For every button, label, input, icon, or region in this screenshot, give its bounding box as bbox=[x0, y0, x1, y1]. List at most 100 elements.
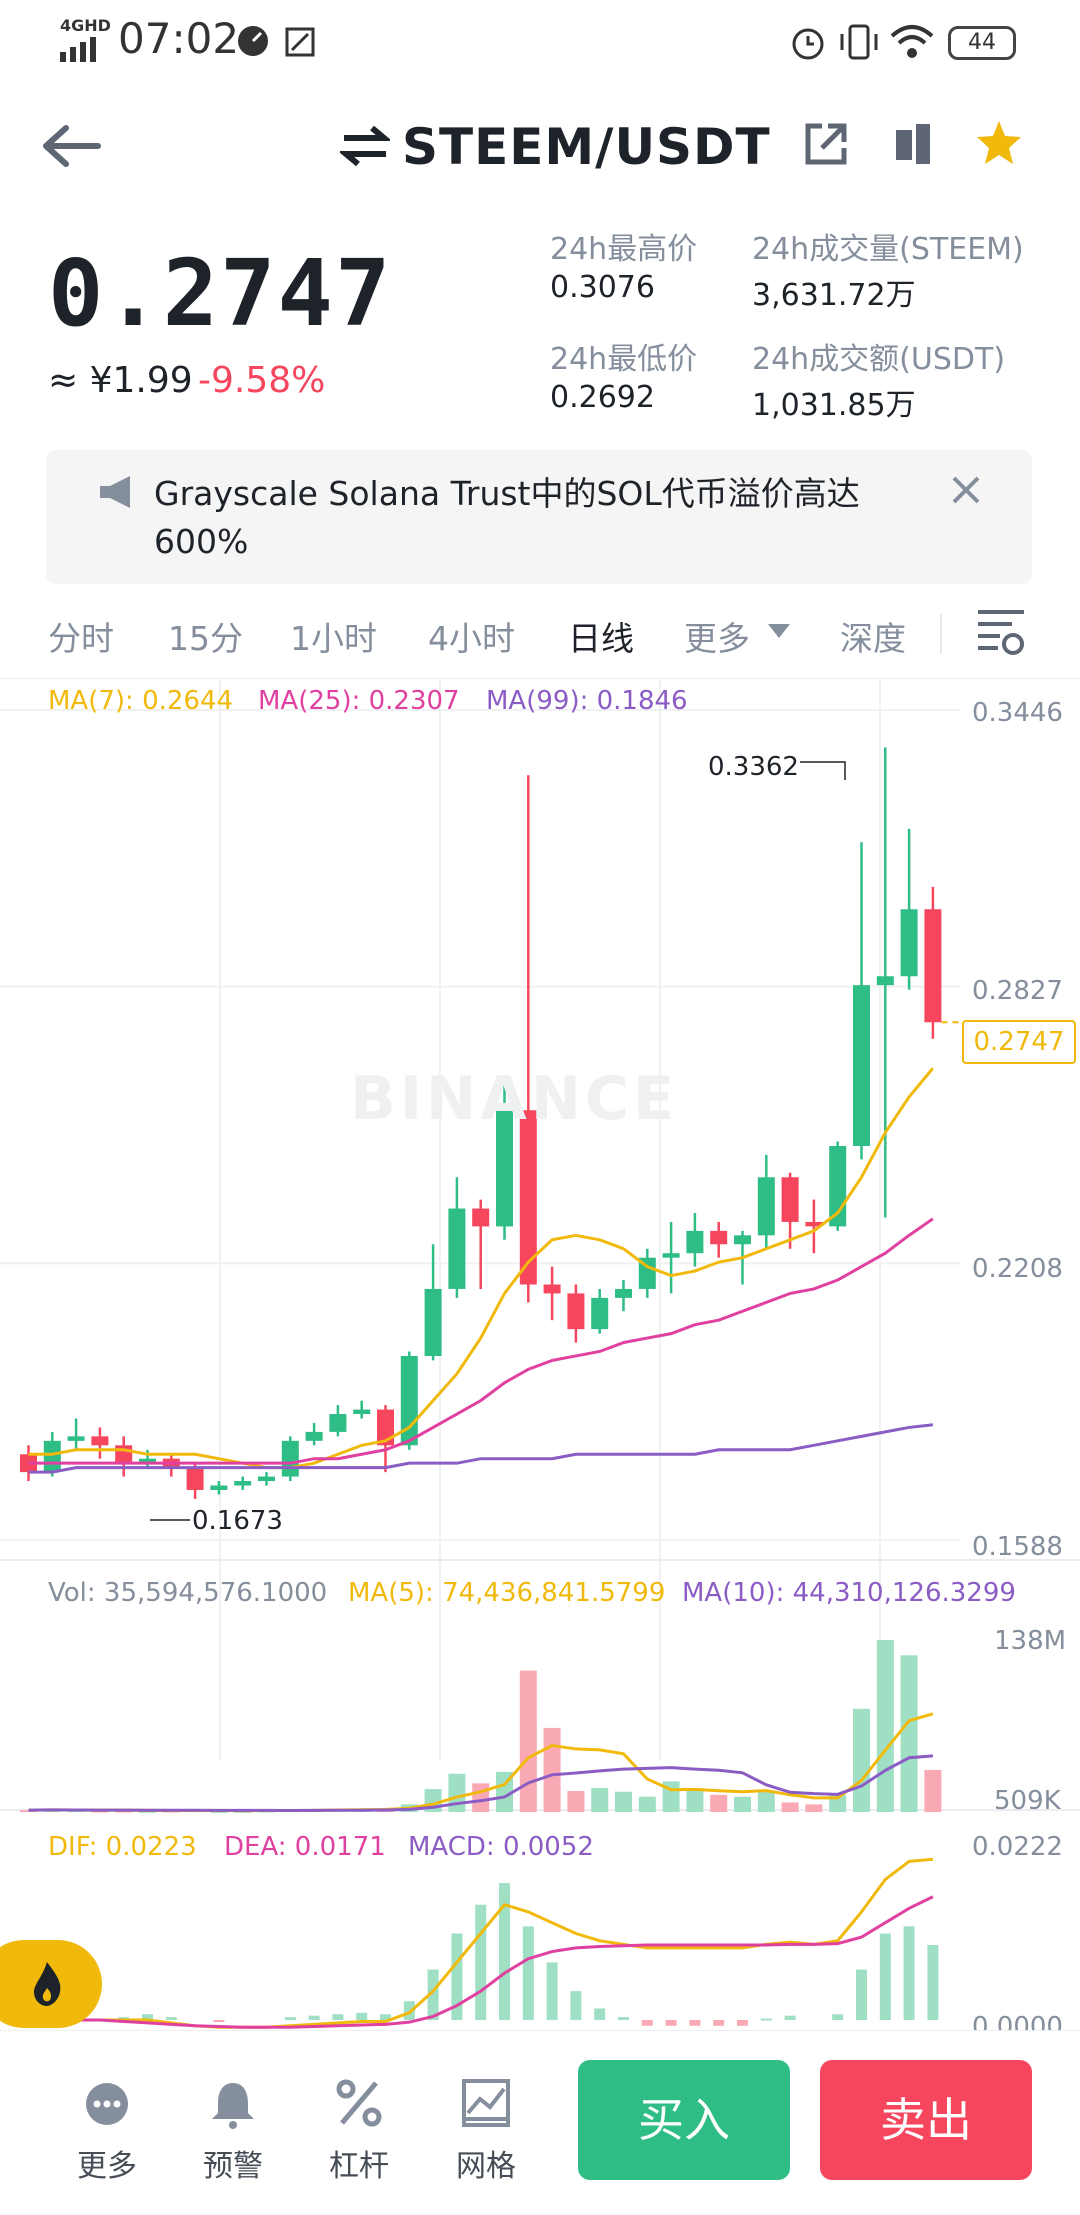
tab-1h[interactable]: 1小时 bbox=[290, 619, 377, 658]
candle-body bbox=[353, 1409, 371, 1415]
kline-chart[interactable] bbox=[0, 680, 1080, 2040]
ma25-line bbox=[28, 1217, 934, 1465]
grid-icon[interactable] bbox=[462, 2079, 510, 2127]
tab-depth[interactable]: 深度 bbox=[840, 619, 906, 658]
signal-icon bbox=[60, 37, 96, 62]
clock: 07:02 bbox=[118, 14, 240, 63]
macd-bar bbox=[451, 1933, 463, 2020]
tab-4h[interactable]: 4小时 bbox=[428, 619, 515, 658]
candle-body bbox=[258, 1476, 275, 1482]
macd-bar bbox=[570, 1991, 582, 2020]
candle-mode-icon[interactable] bbox=[890, 120, 938, 168]
candle-body bbox=[281, 1440, 299, 1477]
more-icon[interactable] bbox=[84, 2081, 130, 2127]
more-label[interactable]: 更多 bbox=[77, 2149, 137, 2184]
leverage-icon[interactable] bbox=[336, 2079, 382, 2127]
vol-axis-label: 509K bbox=[994, 1786, 1061, 1816]
price-axis-label: 0.3446 bbox=[972, 698, 1063, 728]
candle-body bbox=[615, 1288, 632, 1298]
dea-line bbox=[28, 1895, 934, 2029]
macd-bar bbox=[784, 2015, 796, 2020]
volume-label: 24h成交量(STEEM) bbox=[752, 232, 1024, 267]
vol-ma10-line bbox=[28, 1754, 934, 1812]
candle-body bbox=[781, 1177, 799, 1222]
low-value: 0.2692 bbox=[550, 380, 655, 415]
tab-timeline[interactable]: 分时 bbox=[48, 619, 114, 658]
candle-body bbox=[638, 1257, 656, 1289]
macd-bar bbox=[856, 1969, 867, 2020]
macd-bar bbox=[380, 2014, 391, 2020]
news-banner[interactable]: Grayscale Solana Trust中的SOL代币溢价高达600% bbox=[46, 450, 1032, 584]
candle-body bbox=[234, 1481, 252, 1486]
vol-ma5-legend: MA(5): 74,436,841.5799 bbox=[348, 1578, 666, 1608]
margin-label[interactable]: 杠杆 bbox=[329, 2149, 389, 2184]
news-text[interactable]: Grayscale Solana Trust中的SOL代币溢价高达600% bbox=[154, 474, 860, 561]
volume-bar bbox=[638, 1796, 656, 1812]
macd-bar bbox=[427, 1969, 439, 2020]
volume-bar bbox=[472, 1783, 490, 1812]
macd-bar bbox=[213, 2020, 225, 2022]
favorite-star-icon[interactable] bbox=[974, 118, 1024, 168]
battery-indicator: 44 bbox=[948, 26, 1016, 60]
candle-body bbox=[496, 1110, 513, 1227]
volume-bar bbox=[710, 1794, 728, 1812]
speed-icon bbox=[238, 26, 268, 56]
price-axis-label: 0.2208 bbox=[972, 1254, 1063, 1284]
high-marker: 0.3362 bbox=[708, 752, 799, 782]
share-icon[interactable] bbox=[802, 120, 850, 168]
low-label: 24h最低价 bbox=[550, 342, 698, 377]
sell-button[interactable]: 卖出 bbox=[820, 2060, 1032, 2180]
price-axis-label: 0.1588 bbox=[972, 1532, 1063, 1562]
candle-body bbox=[876, 976, 894, 986]
tab-15m[interactable]: 15分 bbox=[168, 619, 243, 658]
tab-daily[interactable]: 日线 bbox=[568, 619, 634, 658]
macd-bar bbox=[903, 1926, 915, 2020]
macd-bar bbox=[475, 1904, 487, 2020]
megaphone-icon bbox=[100, 476, 130, 508]
grid-label[interactable]: 网格 bbox=[456, 2149, 516, 2184]
turnover-label: 24h成交额(USDT) bbox=[752, 342, 1006, 377]
macd-bar bbox=[594, 2008, 606, 2020]
price-axis-label: 0.2827 bbox=[972, 976, 1063, 1006]
macd-bar bbox=[142, 2014, 153, 2020]
candle-body bbox=[424, 1288, 442, 1356]
macd-bar bbox=[927, 1945, 939, 2020]
status-bar: 4GHD 07:02 44 bbox=[0, 0, 1080, 84]
chart-settings-icon[interactable] bbox=[976, 606, 1026, 660]
candle-body bbox=[591, 1297, 609, 1330]
hot-floating-button[interactable] bbox=[0, 1940, 102, 2028]
bell-icon[interactable] bbox=[210, 2079, 256, 2129]
fire-icon bbox=[34, 1962, 61, 2006]
close-icon[interactable] bbox=[950, 474, 982, 506]
vibrate-icon bbox=[840, 24, 878, 60]
candle-body bbox=[662, 1253, 680, 1258]
pair-title[interactable]: STEEM/USDT bbox=[402, 118, 771, 176]
candle-body bbox=[924, 909, 942, 1023]
macd-bar bbox=[879, 1933, 891, 2020]
candle-body bbox=[139, 1458, 156, 1464]
vol-legend: Vol: 35,594,576.1000 bbox=[48, 1578, 328, 1608]
volume-bar bbox=[757, 1790, 775, 1812]
buy-button[interactable]: 买入 bbox=[578, 2060, 790, 2180]
volume-bar bbox=[519, 1670, 537, 1812]
high-value: 0.3076 bbox=[550, 270, 655, 305]
volume-bar bbox=[615, 1791, 632, 1812]
cny-price: ≈ ¥1.99 bbox=[48, 360, 193, 401]
macd-bar bbox=[665, 2020, 677, 2026]
alert-label[interactable]: 预警 bbox=[203, 2149, 263, 2184]
volume-bar bbox=[734, 1796, 751, 1812]
volume-bar bbox=[448, 1773, 466, 1812]
swap-pair-icon[interactable] bbox=[340, 124, 390, 168]
ma7-legend: MA(7): 0.2644 bbox=[48, 686, 234, 716]
macd-bar bbox=[332, 2014, 344, 2020]
macd-bar bbox=[522, 1926, 534, 2020]
macd-bar bbox=[737, 2020, 748, 2026]
vol-axis-label: 138M bbox=[994, 1626, 1067, 1656]
candle-body bbox=[543, 1284, 561, 1294]
vol-ma10-legend: MA(10): 44,310,126.3299 bbox=[682, 1578, 1016, 1608]
back-arrow-icon[interactable] bbox=[42, 124, 102, 168]
ma7-line bbox=[28, 1067, 935, 1470]
ma99-line bbox=[28, 1423, 934, 1474]
volume-bar bbox=[924, 1769, 942, 1812]
tab-more[interactable]: 更多 bbox=[684, 619, 750, 658]
